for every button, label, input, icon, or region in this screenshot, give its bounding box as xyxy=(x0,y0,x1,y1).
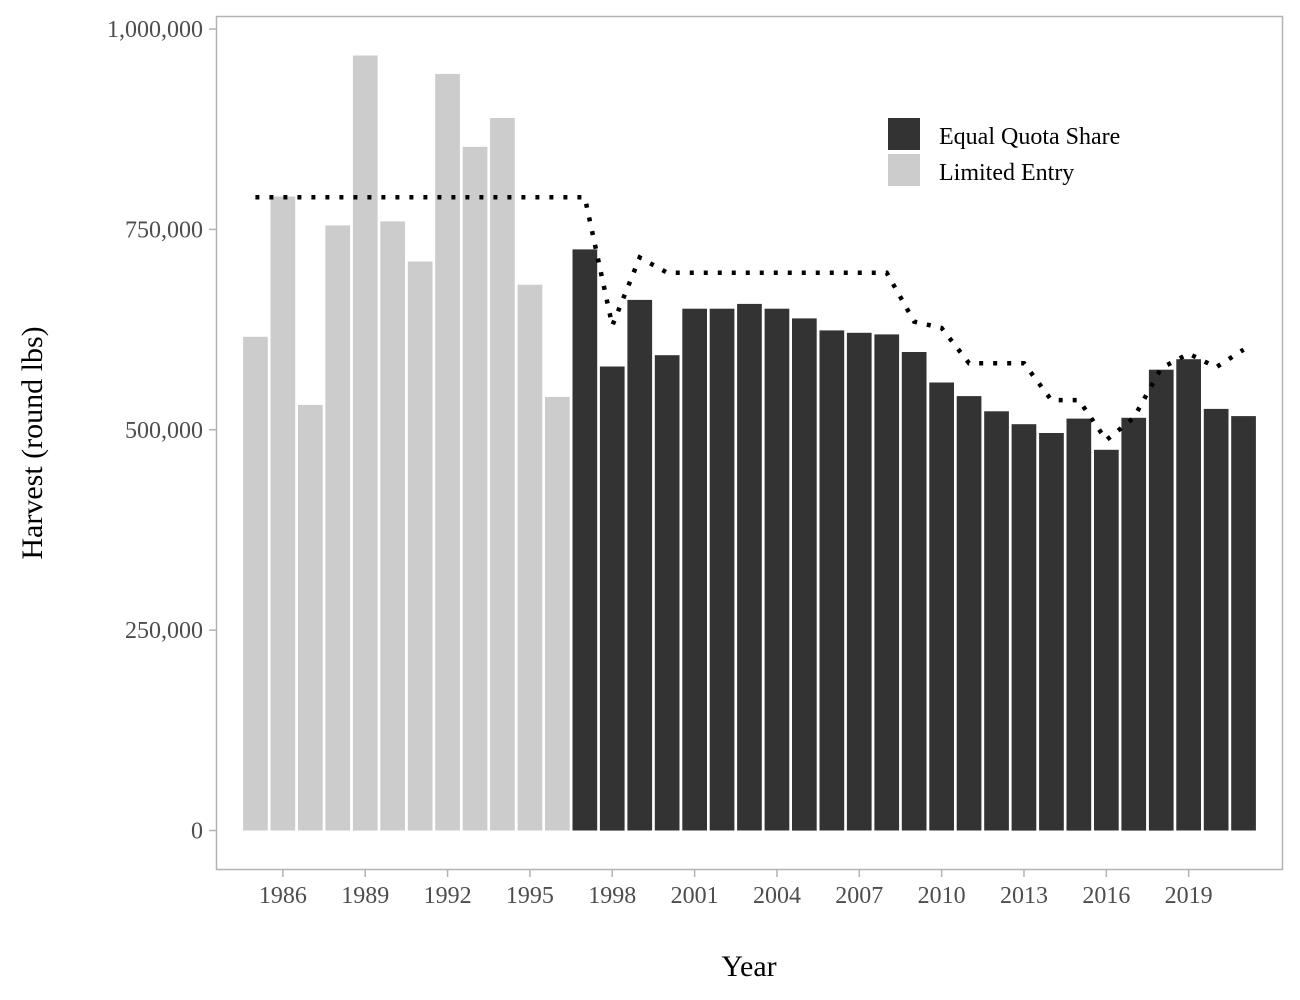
x-tick-label: 2001 xyxy=(671,883,719,909)
quota-line-layer xyxy=(255,195,1245,444)
bar-1999 xyxy=(627,299,653,831)
bar-2013 xyxy=(1011,424,1037,831)
y-tick-label: 500,000 xyxy=(125,418,203,444)
x-tick-label: 2016 xyxy=(1082,883,1130,909)
bars-layer xyxy=(243,55,1256,831)
x-tick-label: 2013 xyxy=(1000,883,1048,909)
bar-2003 xyxy=(737,303,762,831)
bar-1990 xyxy=(380,221,405,831)
x-tick-label: 1986 xyxy=(259,883,307,909)
bar-1986 xyxy=(270,196,296,831)
bar-1993 xyxy=(462,146,488,831)
bar-2007 xyxy=(846,332,872,831)
y-axis: 0 250,000 500,000 750,000 1,000,000 xyxy=(107,17,217,845)
y-tick-label: 0 xyxy=(191,819,203,845)
bar-2001 xyxy=(682,308,707,831)
bar-1988 xyxy=(325,225,351,831)
y-tick-label: 1,000,000 xyxy=(107,17,203,43)
bar-2006 xyxy=(819,330,845,831)
y-tick-label: 250,000 xyxy=(125,618,203,644)
bar-2014 xyxy=(1039,433,1064,831)
bar-2012 xyxy=(984,411,1009,831)
bar-1989 xyxy=(352,55,378,831)
x-tick-label: 2004 xyxy=(753,883,801,909)
x-tick-label: 1989 xyxy=(341,883,389,909)
y-axis-title: Harvest (round lbs) xyxy=(16,326,49,559)
bar-2008 xyxy=(874,334,900,831)
legend-key-0 xyxy=(888,118,920,150)
bar-1992 xyxy=(435,73,460,831)
bar-1996 xyxy=(545,396,570,831)
bar-2009 xyxy=(901,352,927,831)
x-tick-label: 1995 xyxy=(506,883,554,909)
bar-2021 xyxy=(1231,416,1256,831)
bar-2020 xyxy=(1203,408,1229,831)
bar-2004 xyxy=(764,308,790,831)
bar-1987 xyxy=(298,404,323,831)
x-axis: 1986 1989 1992 1995 1998 2001 2004 2007 2010 2013… xyxy=(259,869,1213,909)
bar-1994 xyxy=(490,118,515,831)
bar-2016 xyxy=(1094,449,1119,831)
bar-2011 xyxy=(956,396,982,831)
bar-2005 xyxy=(792,318,817,831)
x-axis-title: Year xyxy=(721,950,776,983)
legend-key-1 xyxy=(888,154,920,186)
bar-1997 xyxy=(572,249,598,831)
y-tick-label: 750,000 xyxy=(125,217,203,243)
bar-2019 xyxy=(1176,359,1201,831)
x-tick-label: 2007 xyxy=(835,883,883,909)
x-tick-label: 2019 xyxy=(1165,883,1213,909)
legend: Equal Quota Share Limited Entry xyxy=(888,118,1120,186)
bar-2018 xyxy=(1148,369,1174,831)
bar-1995 xyxy=(517,284,543,831)
legend-label-0: Equal Quota Share xyxy=(939,124,1120,150)
x-tick-label: 1992 xyxy=(424,883,472,909)
bar-1998 xyxy=(599,366,625,831)
x-tick-label: 1998 xyxy=(588,883,636,909)
bar-2000 xyxy=(654,355,680,831)
bar-2015 xyxy=(1066,418,1092,831)
quota-line xyxy=(255,195,1245,444)
x-tick-label: 2010 xyxy=(918,883,966,909)
legend-label-1: Limited Entry xyxy=(939,160,1074,186)
bar-2010 xyxy=(929,382,954,831)
bar-1991 xyxy=(407,261,433,831)
bar-1985 xyxy=(243,336,268,831)
bar-2002 xyxy=(709,308,735,831)
bar-2017 xyxy=(1121,417,1147,831)
